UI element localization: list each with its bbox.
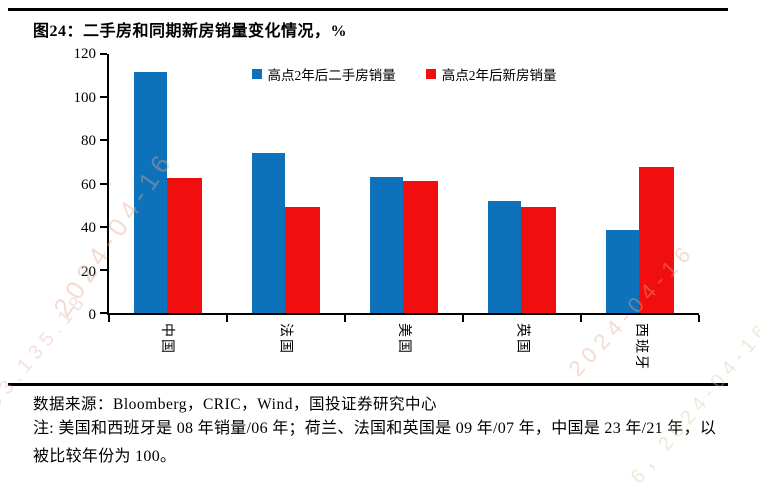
x-label-cell-5: 西班牙 bbox=[581, 323, 699, 387]
bar-series2-美国 bbox=[403, 181, 438, 313]
x-label-cell-4: 英国 bbox=[462, 323, 580, 387]
category-slot-3 bbox=[345, 54, 463, 313]
bar-series2-法国 bbox=[285, 207, 320, 313]
x-tick-mark bbox=[108, 315, 110, 322]
bar-series2-中国 bbox=[167, 178, 202, 313]
bar-series1-中国 bbox=[134, 72, 167, 313]
separator-rule bbox=[8, 383, 728, 386]
legend-swatch bbox=[251, 69, 262, 79]
x-tick-mark bbox=[226, 315, 228, 322]
bar-series1-西班牙 bbox=[606, 229, 639, 313]
legend: 高点2年后二手房销量 高点2年后新房销量 bbox=[109, 64, 699, 84]
x-tick-mark bbox=[462, 315, 464, 322]
x-category-label: 美国 bbox=[396, 323, 412, 355]
bar-series2-英国 bbox=[521, 207, 556, 313]
y-tick-mark bbox=[100, 53, 107, 55]
x-category-label: 中国 bbox=[159, 323, 175, 355]
y-axis-labels: 0 20 40 60 80 100 120 bbox=[73, 46, 97, 323]
y-tick-mark bbox=[100, 268, 107, 271]
x-category-label: 法国 bbox=[277, 323, 293, 355]
y-tick-mark bbox=[100, 225, 107, 228]
x-tick-mark bbox=[344, 315, 346, 322]
data-source-text: 数据来源：Bloomberg，CRIC，Wind，国投证券研究中心 bbox=[33, 396, 437, 413]
legend-swatch bbox=[425, 69, 436, 79]
x-label-cell-2: 法国 bbox=[225, 323, 343, 387]
y-tick-mark bbox=[100, 182, 107, 185]
x-category-label: 英国 bbox=[514, 323, 530, 355]
figure-title: 图24：二手房和同期新房销量变化情况，% bbox=[33, 23, 348, 40]
bars-layer bbox=[109, 54, 699, 313]
bar-series2-西班牙 bbox=[639, 167, 674, 313]
x-label-cell-3: 美国 bbox=[344, 323, 462, 387]
x-axis-labels: 中国 法国 美国 英国 西班牙 bbox=[107, 323, 699, 387]
bar-series1-英国 bbox=[488, 200, 521, 313]
x-tick-mark bbox=[580, 315, 582, 322]
legend-entry-2: 高点2年后新房销量 bbox=[425, 64, 557, 84]
x-category-label: 西班牙 bbox=[632, 323, 648, 371]
legend-label: 高点2年后二手房销量 bbox=[267, 68, 396, 83]
bar-series1-美国 bbox=[370, 177, 403, 313]
bar-series1-法国 bbox=[252, 153, 285, 313]
y-tick-mark bbox=[100, 139, 107, 142]
y-tick-mark bbox=[100, 96, 107, 99]
plot-area: 高点2年后二手房销量 高点2年后新房销量 bbox=[100, 53, 700, 322]
x-tick-mark bbox=[698, 315, 700, 322]
category-slot-5 bbox=[581, 54, 699, 313]
legend-entry-1: 高点2年后二手房销量 bbox=[251, 64, 396, 84]
category-slot-4 bbox=[463, 54, 581, 313]
legend-label: 高点2年后新房销量 bbox=[441, 68, 557, 83]
x-label-cell-1: 中国 bbox=[107, 323, 225, 387]
top-rule bbox=[8, 8, 728, 11]
category-slot-2 bbox=[227, 54, 345, 313]
category-slot-1 bbox=[109, 54, 227, 313]
footnote-text: 注: 美国和西班牙是 08 年销量/06 年；荷兰、法国和英国是 09 年/07… bbox=[33, 420, 717, 465]
y-tick-mark bbox=[100, 312, 107, 314]
